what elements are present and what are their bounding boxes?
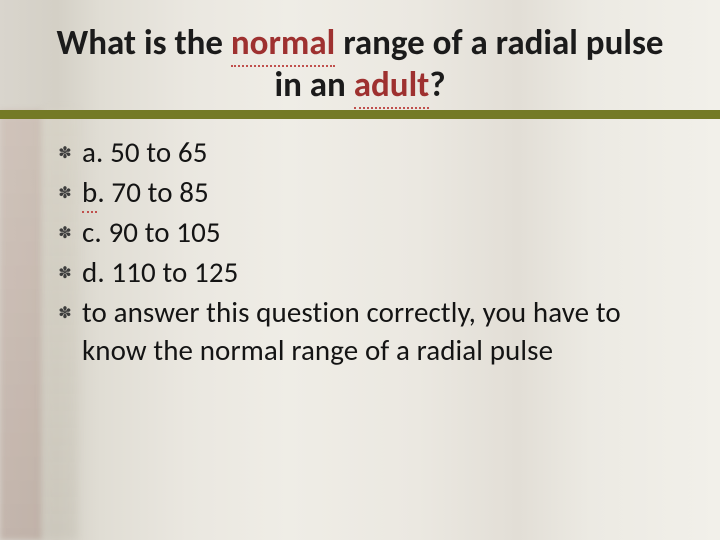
bullet-icon: ✽ <box>48 254 82 283</box>
list-item: ✽ to answer this question correctly, you… <box>48 294 692 368</box>
list-item-text: d. 110 to 125 <box>82 254 238 291</box>
list-item-text: a. 50 to 65 <box>82 134 208 171</box>
bullet-icon: ✽ <box>48 294 82 323</box>
slide-title: What is the normal range of a radial pul… <box>44 22 676 106</box>
bullet-icon: ✽ <box>48 214 82 243</box>
list-item-text: b. 70 to 85 <box>82 174 209 211</box>
bullet-icon: ✽ <box>48 134 82 163</box>
title-container: What is the normal range of a radial pul… <box>0 0 720 114</box>
list-item-text: c. 90 to 105 <box>82 214 221 251</box>
bullet-icon: ✽ <box>48 174 82 203</box>
list-item: ✽ c. 90 to 105 <box>48 214 692 251</box>
content-area: ✽ a. 50 to 65 ✽ b. 70 to 85 ✽ c. 90 to 1… <box>0 114 720 369</box>
list-item: ✽ d. 110 to 125 <box>48 254 692 291</box>
list-item: ✽ a. 50 to 65 <box>48 134 692 171</box>
list-item-text: to answer this question correctly, you h… <box>82 294 692 368</box>
list-item: ✽ b. 70 to 85 <box>48 174 692 211</box>
